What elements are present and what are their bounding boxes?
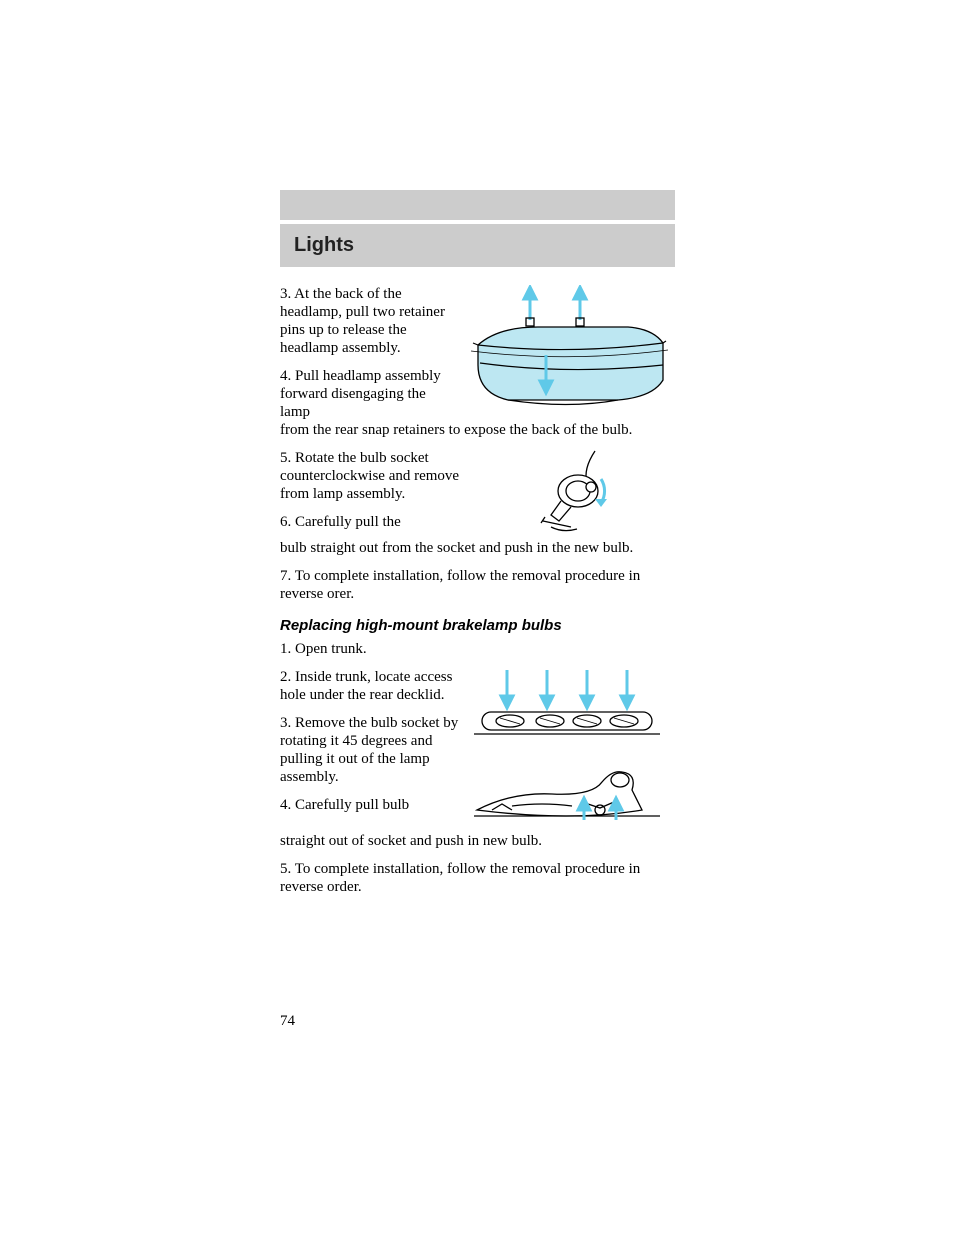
step-b5: 5. To complete installation, follow the … <box>280 860 674 896</box>
figure-brakelamp-group <box>472 668 674 832</box>
row-brakelamp: 2. Inside trunk, locate access hole unde… <box>280 668 674 832</box>
step-b4-part1: 4. Carefully pull bulb <box>280 796 460 814</box>
step-a6-part2: bulb straight out from the socket and pu… <box>280 539 674 557</box>
step-a3-part1: 3. At the back of the headlamp, pull two… <box>280 285 450 357</box>
manual-page: Lights 3. At the back of the headlamp, p… <box>0 0 954 1235</box>
step-a5: 5. Rotate the bulb socket counterclockwi… <box>280 449 470 503</box>
section-title: Lights <box>294 234 354 256</box>
section-header-bar <box>280 190 675 220</box>
step-b4-part2: straight out of socket and push in new b… <box>280 832 674 850</box>
text-col-bulb: 5. Rotate the bulb socket counterclockwi… <box>280 449 470 531</box>
step-a4-part2: from the rear snap retainers to expose t… <box>280 421 674 439</box>
bulb-socket-illustration <box>523 449 633 539</box>
step-a4-part1: 4. Pull headlamp assembly forward diseng… <box>280 367 450 421</box>
subheading: Replacing high-mount brakelamp bulbs <box>280 617 674 634</box>
step-a7: 7. To complete installation, follow the … <box>280 567 674 603</box>
text-col-headlamp: 3. At the back of the headlamp, pull two… <box>280 285 450 421</box>
figure-headlamp <box>462 285 674 415</box>
brakelamp-top-illustration <box>472 668 662 738</box>
step-b1: 1. Open trunk. <box>280 640 674 658</box>
figure-bulb-socket <box>482 449 674 539</box>
text-col-brakelamp: 2. Inside trunk, locate access hole unde… <box>280 668 460 814</box>
row-bulb-socket: 5. Rotate the bulb socket counterclockwi… <box>280 449 674 539</box>
step-b2: 2. Inside trunk, locate access hole unde… <box>280 668 460 704</box>
section-header: Lights <box>280 224 675 267</box>
step-a6-part1: 6. Carefully pull the <box>280 513 470 531</box>
step-b3: 3. Remove the bulb socket by rotating it… <box>280 714 460 786</box>
headlamp-illustration <box>468 285 668 415</box>
brakelamp-side-illustration <box>472 762 662 832</box>
page-number: 74 <box>280 1013 295 1030</box>
row-headlamp: 3. At the back of the headlamp, pull two… <box>280 285 674 421</box>
